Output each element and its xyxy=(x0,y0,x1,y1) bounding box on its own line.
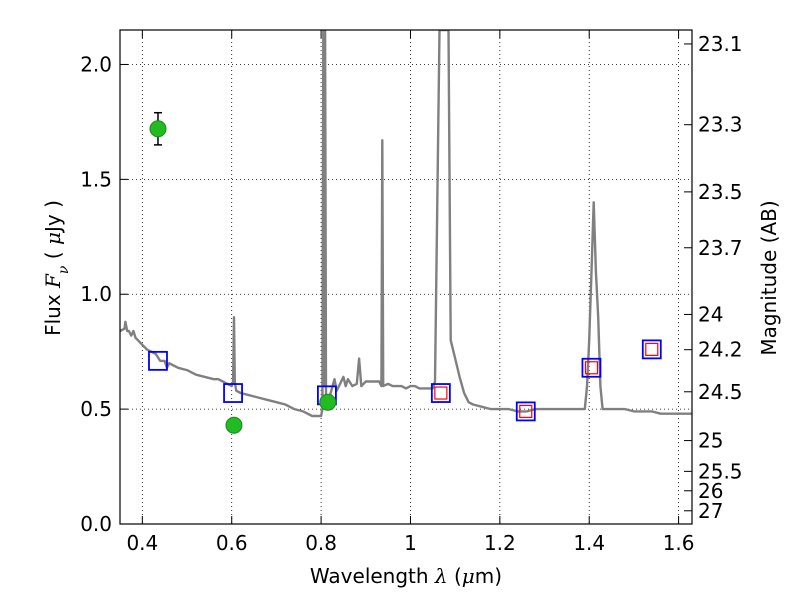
observed-photometry-square xyxy=(584,361,599,375)
y-tick-label: 2.0 xyxy=(80,52,112,76)
y2-tick-label: 24.5 xyxy=(698,380,743,404)
model-photometry-square xyxy=(641,339,662,360)
x-tick-label: 1.4 xyxy=(573,531,605,555)
ticks: 0.4 0.6 0.8 1 1.2 1.4 1.6 0.0 0.5 1.0 1.5 2.0 23.1 23… xyxy=(80,30,743,555)
y2-tick-label: 24.2 xyxy=(698,338,743,362)
x-tick-label: 1.2 xyxy=(484,531,516,555)
x-tick-label: 0.6 xyxy=(216,531,248,555)
model-photometry-square xyxy=(581,357,602,378)
plot-area xyxy=(120,30,692,524)
y-tick-label: 0.0 xyxy=(80,512,112,536)
y2-tick-label: 25 xyxy=(698,429,723,453)
x-tick-label: 1.6 xyxy=(663,531,695,555)
y2-tick-label: 23.1 xyxy=(698,32,743,56)
y2-tick-label: 23.7 xyxy=(698,236,743,260)
model-photometry-square xyxy=(223,383,243,403)
x-tick-label: 0.4 xyxy=(126,531,158,555)
model-photometry-square xyxy=(515,401,536,422)
model-spectrum-line xyxy=(120,30,692,418)
observed-photometry-square xyxy=(519,404,533,419)
model-photometry-square xyxy=(430,383,451,403)
green-data-point xyxy=(149,120,167,138)
y2-tick-label: 23.3 xyxy=(698,113,743,137)
y-axis-label: Flux Fν ( μJy ) xyxy=(41,200,72,336)
y2-tick-label: 25.5 xyxy=(698,459,743,483)
model-photometry-square xyxy=(148,350,168,371)
x-tick-label: 1 xyxy=(404,531,417,555)
y2-tick-label: 23.5 xyxy=(698,180,743,204)
y-tick-label: 1.5 xyxy=(80,167,112,191)
y2-tick-label: 27 xyxy=(698,499,723,523)
y2-tick-label: 26 xyxy=(698,479,723,503)
x-axis-label: Wavelength λ (μm) xyxy=(310,564,502,588)
observed-photometry-square xyxy=(434,386,448,400)
green-data-point xyxy=(225,416,243,434)
y-tick-label: 1.0 xyxy=(80,282,112,306)
green-data-point xyxy=(319,393,337,411)
y-tick-label: 0.5 xyxy=(80,397,112,421)
y2-axis-label: Magnitude (AB) xyxy=(757,200,781,355)
x-tick-label: 0.8 xyxy=(305,531,337,555)
y2-tick-label: 24 xyxy=(698,302,723,326)
plot-frame xyxy=(119,29,693,525)
observed-photometry-square xyxy=(645,342,659,356)
plot-content xyxy=(120,30,692,434)
